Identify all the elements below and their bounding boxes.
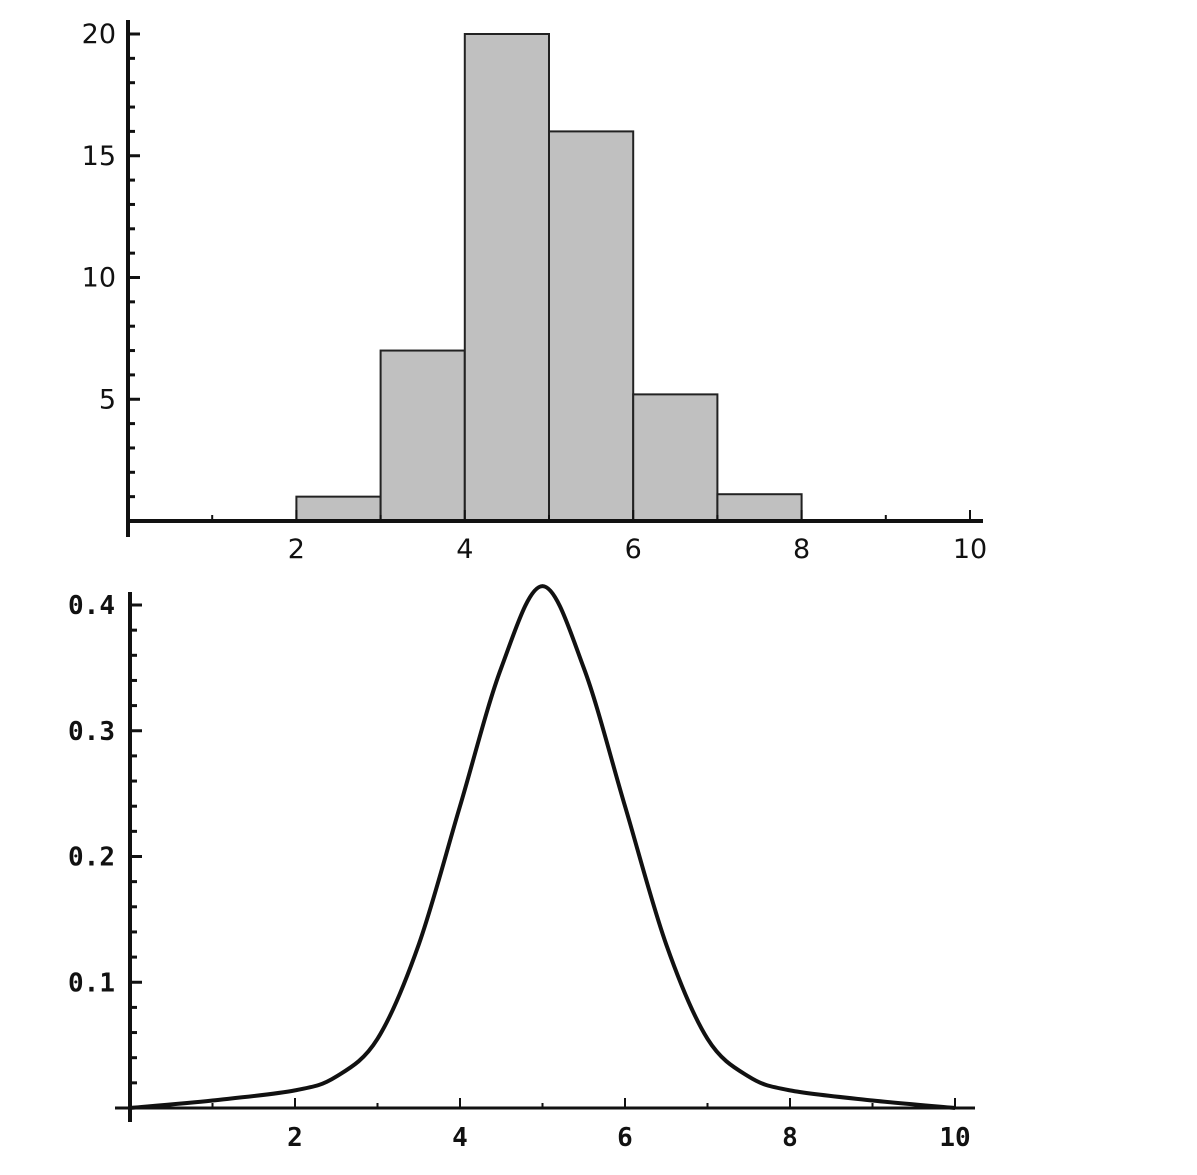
histogram-bar-5 [632, 393, 719, 523]
density-y-tick-label: 0.4 [68, 591, 115, 621]
histogram-chart: 5 10 15 20 2 4 6 8 10 [82, 19, 988, 565]
histogram-x-tick-label: 6 [625, 534, 642, 565]
density-x-tick-label: 4 [452, 1123, 468, 1153]
histogram-bar-2 [379, 349, 466, 522]
density-x-tick-label: 2 [287, 1123, 303, 1153]
density-x-tick-label: 8 [782, 1123, 798, 1153]
histogram-x-tick-label: 8 [793, 534, 810, 565]
histogram-bar-4 [548, 130, 635, 522]
histogram-bar-1 [295, 495, 382, 522]
histogram-y-tick-label: 5 [99, 384, 116, 415]
histogram-y-tick-label: 10 [82, 263, 116, 294]
density-curve-line [129, 584, 956, 1110]
histogram-x-tick-label: 2 [288, 534, 305, 565]
density-x-tick-label: 6 [617, 1123, 633, 1153]
density-y-tick-label: 0.2 [68, 843, 115, 873]
histogram-y-tick-label: 20 [82, 19, 116, 50]
histogram-x-tick-label: 10 [953, 534, 987, 565]
density-y-tick-label: 0.3 [68, 717, 115, 747]
histogram-x-tick-label: 4 [456, 534, 473, 565]
density-y-tick-label: 0.1 [68, 968, 115, 998]
histogram-y-tick-label: 15 [82, 141, 116, 172]
density-curve-chart: 0.1 0.2 0.3 0.4 2 4 6 8 10 [68, 584, 975, 1153]
histogram-bar-3 [463, 33, 550, 522]
density-x-tick-label: 10 [939, 1123, 970, 1153]
histogram-bar-6 [716, 493, 803, 522]
